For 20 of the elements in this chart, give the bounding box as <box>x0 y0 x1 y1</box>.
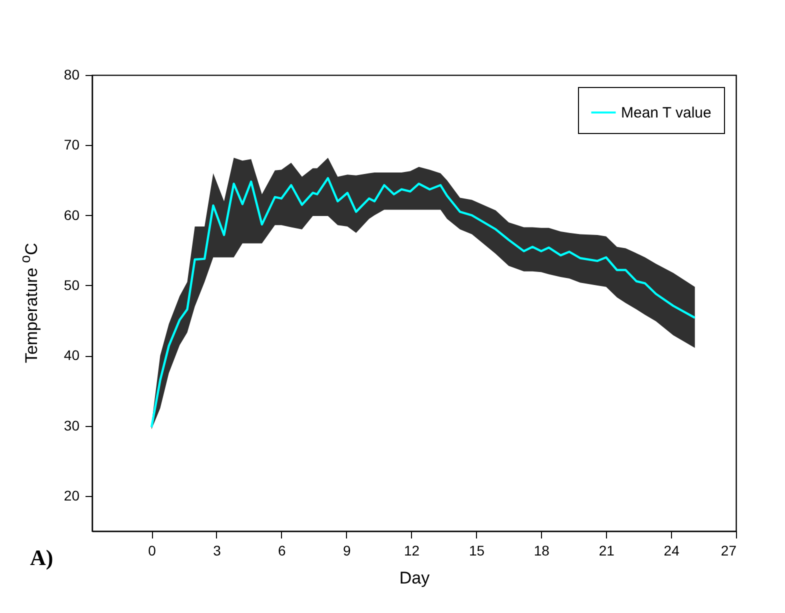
y-tick-label: 80 <box>64 66 80 82</box>
x-tick-label: 15 <box>468 542 485 558</box>
y-tick-label: 70 <box>64 136 80 153</box>
y-tick-label: 60 <box>64 206 80 223</box>
x-tick-label: 6 <box>278 542 286 558</box>
y-tick-label: 20 <box>64 487 80 504</box>
text: A) <box>30 545 54 571</box>
legend-label: Mean T value <box>621 104 712 122</box>
y-tick-label: 40 <box>64 347 80 364</box>
x-tick-label: 27 <box>720 542 737 558</box>
y-tick-label: 30 <box>64 417 80 434</box>
x-axis-title: Day <box>399 568 430 588</box>
y-tick-label: 50 <box>64 276 80 293</box>
x-tick-label: 24 <box>664 542 680 558</box>
x-tick-label: 21 <box>598 542 615 558</box>
x-tick-label: 0 <box>148 542 156 558</box>
x-tick-label: 3 <box>213 542 222 558</box>
x-tick-label: 9 <box>342 542 351 558</box>
x-tick-label: 18 <box>534 542 550 558</box>
x-tick-label: 12 <box>404 542 420 558</box>
